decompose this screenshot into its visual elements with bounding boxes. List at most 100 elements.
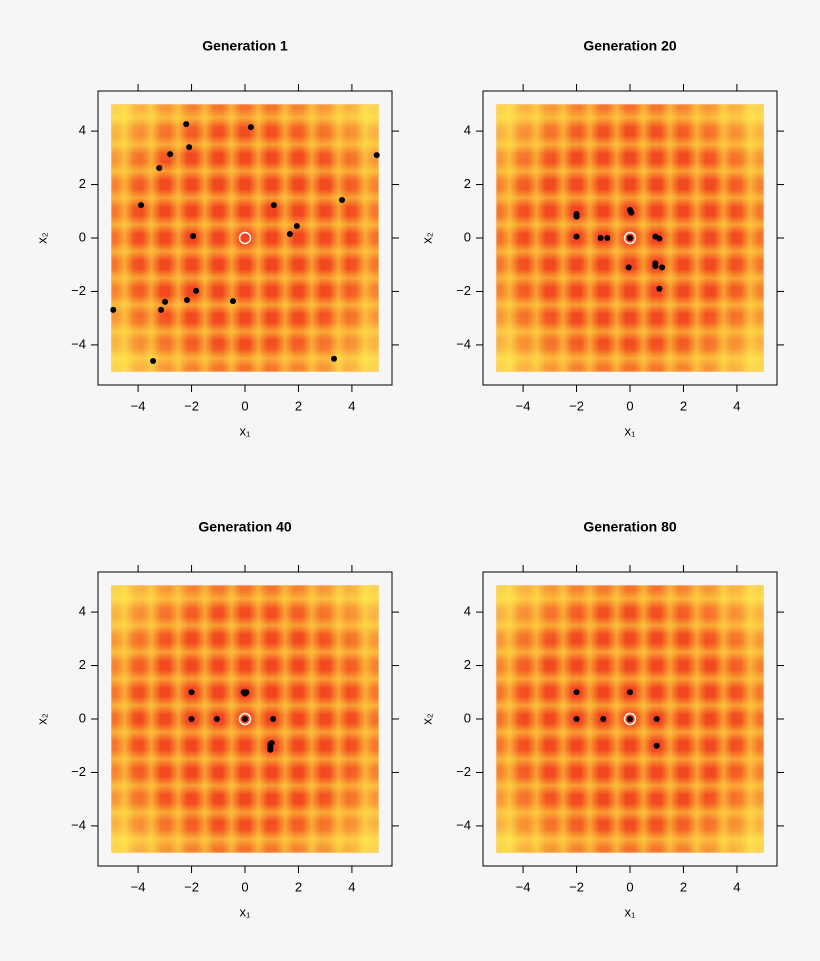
x-tick-label: 4 [348,398,355,413]
point [270,716,277,722]
point [627,716,633,722]
point [653,742,660,749]
point [267,746,274,753]
panel: −4 −2 0 2 4 −4 −2 0 2 4 Generation 80 x₁ x₂ [419,519,784,919]
point [573,213,580,220]
y-tick-label: 2 [79,176,86,191]
x-tick-label: 0 [626,879,633,894]
point [604,235,611,241]
x-tick-label: −4 [131,398,146,413]
point [656,285,663,292]
point [240,689,247,696]
x-tick-label: −4 [516,398,531,413]
optimum-marker [623,712,637,726]
point [156,164,163,171]
y-axis-label: x₂ [34,713,49,725]
x-tick-label: 2 [680,398,687,413]
x-tick-label: 2 [295,398,302,413]
point [229,298,236,305]
x-tick-label: 4 [733,879,740,894]
optimum-marker [238,231,252,245]
y-tick-label: −4 [71,336,86,351]
point [573,689,580,696]
point [659,264,666,271]
point [242,716,248,722]
point [247,124,254,131]
x-tick-label: −4 [131,879,146,894]
x-axis-label: x₁ [625,904,637,919]
optimum-marker [238,712,252,726]
x-tick-label: 0 [241,398,248,413]
point [653,716,660,722]
x-axis-label: x₁ [240,904,252,919]
y-tick-label: −4 [71,817,86,832]
point [600,716,607,722]
chart-title: Generation 40 [198,519,292,535]
point [188,716,195,722]
point [190,233,197,240]
y-tick-label: 2 [464,176,471,191]
y-tick-label: −2 [456,764,471,779]
y-tick-label: 0 [464,229,471,244]
x-tick-label: −2 [569,398,584,413]
point [213,716,220,722]
point [110,306,117,313]
y-tick-label: −2 [71,764,86,779]
point [270,202,277,209]
point [331,355,338,362]
point [627,235,633,241]
heatmap-bowl [111,104,379,372]
point [193,287,200,294]
y-axis-label: x₂ [34,232,49,244]
point [597,235,604,241]
heatmap [111,104,379,372]
point [183,121,190,128]
point [627,689,633,696]
point [373,152,380,159]
point [656,235,663,242]
point [184,297,191,304]
y-tick-label: 0 [464,710,471,725]
point [625,264,632,271]
y-axis-label: x₂ [419,713,434,725]
x-tick-label: 0 [626,398,633,413]
x-tick-label: 4 [733,398,740,413]
panel: −4 −2 0 2 4 −4 −2 0 2 4 Generation 20 x₁ x₂ [419,38,784,438]
y-tick-label: −2 [71,283,86,298]
point [628,209,635,216]
y-tick-label: 4 [464,123,471,138]
x-tick-label: 0 [241,879,248,894]
chart-title: Generation 1 [202,38,288,54]
point [652,263,659,270]
point [339,197,346,204]
y-tick-label: 2 [79,657,86,672]
x-tick-label: −4 [516,879,531,894]
y-tick-label: 0 [79,710,86,725]
point [150,357,157,364]
chart-title: Generation 20 [583,38,677,54]
point [293,222,300,229]
point [286,230,293,237]
y-tick-label: 0 [79,229,86,244]
point [573,233,580,240]
heatmap [111,585,379,853]
y-tick-label: 4 [79,604,86,619]
y-tick-label: 4 [464,604,471,619]
point [158,306,165,313]
point [138,202,145,209]
x-tick-label: 2 [680,879,687,894]
x-tick-label: −2 [569,879,584,894]
point [573,716,580,722]
y-tick-label: 2 [464,657,471,672]
x-axis-label: x₁ [625,423,637,438]
panel: −4 −2 0 2 4 −4 −2 0 2 4 Generation 1 x₁ x₂ [34,38,399,438]
x-tick-label: −2 [184,398,199,413]
y-axis-label: x₂ [419,232,434,244]
chart-title: Generation 80 [583,519,677,535]
optimum-marker [623,231,637,245]
point [268,740,275,747]
x-tick-label: −2 [184,879,199,894]
y-tick-label: −2 [456,283,471,298]
point [167,151,174,158]
